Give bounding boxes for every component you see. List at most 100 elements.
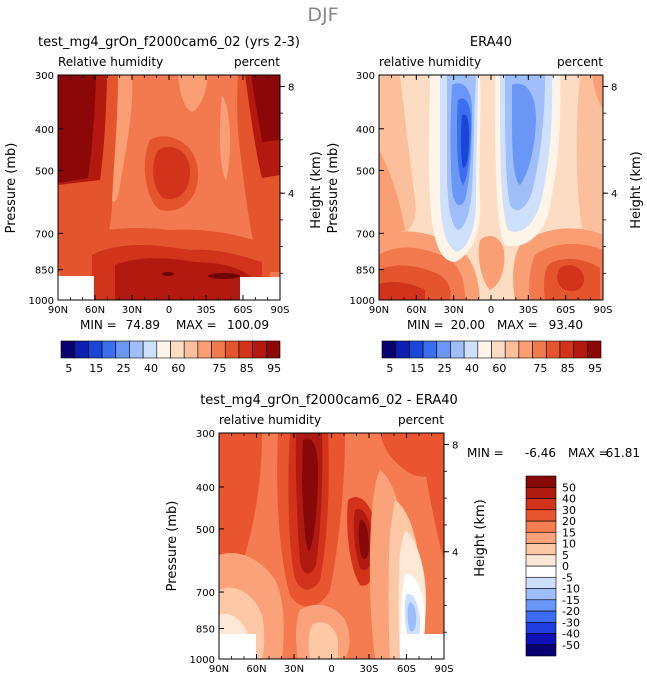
y-axis-label: Pressure (mb) [4, 143, 19, 234]
x-tick-label: 30S [196, 305, 215, 316]
contour-band [112, 75, 133, 202]
stats-min-label: MIN = [467, 446, 504, 460]
panel-title: test_mg4_grOn_f2000cam6_02 - ERA40 [200, 393, 458, 408]
y2-tick-label: 8 [452, 440, 458, 451]
colorbar-swatch [142, 340, 158, 359]
stats-max-value: 100.09 [227, 318, 269, 332]
contour-band [420, 440, 444, 560]
panel-model: test_mg4_grOn_f2000cam6_02 (yrs 2-3) Rel… [4, 35, 324, 375]
colorbar-swatch [395, 340, 410, 359]
y-tick-label: 1000 [350, 296, 375, 307]
y-tick-label: 300 [35, 71, 54, 82]
colorbar-swatch [463, 340, 479, 359]
contour-band [115, 258, 250, 300]
contour-band [219, 433, 262, 560]
y2-axis-label: Height (km) [309, 151, 324, 228]
contour-band [308, 622, 338, 659]
contour-band [379, 282, 425, 300]
contour-field [379, 75, 603, 300]
x-tick-label: 30S [519, 305, 538, 316]
colorbar-tick-label: 10 [562, 538, 576, 551]
contour-band [592, 75, 603, 110]
colorbar-tick-label: -50 [562, 639, 580, 652]
stats-min-label: MIN = [407, 318, 444, 332]
y-tick-label: 850 [196, 624, 215, 635]
x-tick-label: 0 [166, 305, 172, 316]
contour-band [576, 75, 603, 250]
colorbar-swatch [525, 610, 557, 623]
colorbar-swatch [504, 340, 520, 359]
x-tick-label: 30S [359, 664, 378, 675]
contour-band [379, 150, 405, 240]
colorbar-swatch [587, 340, 602, 359]
x-tick-label: 90N [369, 305, 389, 316]
y-tick-label: 300 [356, 71, 375, 82]
x-tick-label: 90N [48, 305, 68, 316]
colorbar-swatch [525, 475, 557, 488]
axes-model: 90N 60N 30N 0 30S 60S 90S 300 400 500 700 850 1000 8 4 [29, 71, 295, 316]
colorbar-swatch [183, 340, 199, 359]
colorbar-swatch [525, 621, 557, 634]
panel-title: test_mg4_grOn_f2000cam6_02 (yrs 2-3) [38, 35, 300, 50]
x-tick-label: 90S [270, 305, 289, 316]
variable-label: relative humidity [379, 55, 481, 69]
x-tick-label: 60N [85, 305, 105, 316]
contour-band [162, 272, 174, 276]
colorbar-tick-label: 85 [240, 362, 254, 375]
colorbar-tick-label: 25 [438, 362, 452, 375]
y-tick-label: 500 [356, 166, 375, 177]
x-tick-label: 60N [246, 664, 266, 675]
y-tick-label: 1000 [29, 296, 54, 307]
colorbar-tick-label: 5 [386, 362, 393, 375]
colorbar-era40: 5 15 25 40 60 75 85 95 [381, 340, 602, 375]
x-tick-label: 60S [233, 305, 252, 316]
colorbar-swatch [525, 486, 557, 499]
y-tick-label: 700 [356, 229, 375, 240]
missing-data-mask [400, 634, 444, 659]
colorbar-swatch [211, 340, 226, 359]
colorbar-tick-label: 0 [562, 560, 569, 573]
colorbar-swatch [532, 340, 547, 359]
x-tick-label: 90S [593, 305, 612, 316]
colorbar-tick-label: 40 [465, 362, 479, 375]
colorbar-swatch [525, 520, 557, 533]
colorbar-swatch [252, 340, 267, 359]
x-tick-label: 60S [397, 664, 416, 675]
y-tick-label: 500 [35, 166, 54, 177]
colorbar-swatch [525, 588, 557, 601]
colorbar-swatch [436, 340, 451, 359]
colorbar-swatch [266, 340, 281, 359]
colorbar-swatch [409, 340, 424, 359]
stats-min-value: 74.89 [126, 318, 160, 332]
y-tick-label: 400 [35, 125, 54, 136]
contour-band [460, 114, 470, 168]
colorbar-swatch [381, 340, 396, 359]
colorbar-swatch [525, 565, 557, 578]
colorbar-tick-label: 75 [212, 362, 226, 375]
units-label: percent [557, 55, 603, 69]
x-tick-label: 90S [434, 664, 453, 675]
units-label: percent [234, 55, 280, 69]
colorbar-swatch [545, 340, 561, 359]
colorbar-swatch [525, 599, 557, 612]
colorbar-swatch [450, 340, 465, 359]
colorbar-tick-label: -20 [562, 605, 580, 618]
colorbar-swatch [525, 576, 557, 589]
y-tick-label: 850 [35, 266, 54, 277]
colorbar-swatch [197, 340, 212, 359]
y2-tick-label: 8 [611, 82, 617, 93]
contour-field [58, 75, 280, 300]
x-tick-label: 0 [328, 664, 334, 675]
x-tick-label: 30N [122, 305, 142, 316]
stats-max-value: 61.81 [606, 446, 640, 460]
contour-band [512, 83, 536, 185]
colorbar-tick-label: -40 [562, 628, 580, 641]
colorbar-tick-label: 15 [410, 362, 424, 375]
colorbar-swatch [60, 340, 75, 359]
colorbar-swatch [156, 340, 171, 359]
colorbar-tick-label: 75 [533, 362, 547, 375]
colorbar-tick-label: 20 [562, 515, 576, 528]
colorbar-swatch [525, 498, 557, 511]
missing-data-mask [58, 276, 94, 300]
stats-min-value: 20.00 [451, 318, 485, 332]
